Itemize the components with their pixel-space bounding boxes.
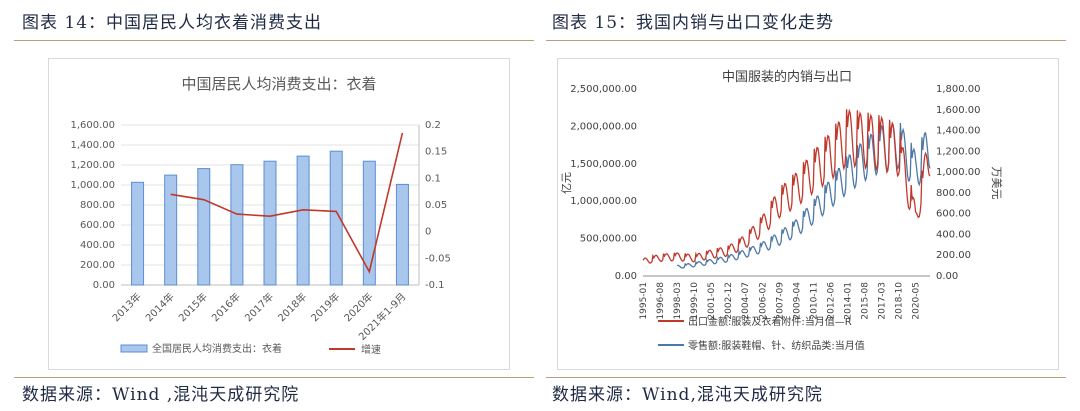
y-right-tick-label: 0.00 xyxy=(936,271,958,282)
x-tick-label: 2004-07 xyxy=(741,282,751,320)
x-tick-label: 2018-10 xyxy=(895,282,905,320)
y-right-tick-label: 0.05 xyxy=(425,200,447,211)
legend-bar-swatch xyxy=(120,344,148,353)
y-right-tick-label: 600.00 xyxy=(936,209,971,220)
y-left-tick-label: 500,000.00 xyxy=(580,234,637,245)
right-caption: 图表 15：我国内销与出口变化走势 xyxy=(552,13,835,33)
x-tick-label: 2013年 xyxy=(109,290,143,324)
y-right-tick-label: 0.15 xyxy=(425,147,447,158)
x-tick-label: 2015年 xyxy=(176,290,210,324)
x-tick-label: 2014年 xyxy=(143,290,177,324)
y-left-tick-label: 1,000.00 xyxy=(70,180,115,191)
y-right-tick-label: 1,600.00 xyxy=(936,105,981,116)
bar xyxy=(362,160,376,286)
bar xyxy=(296,155,310,286)
y-left-tick-label: 0.00 xyxy=(615,271,637,282)
y-left-label: 亿元 xyxy=(560,172,573,194)
right-source: 数据来源：Wind,混沌天成研究院 xyxy=(552,385,823,405)
bar xyxy=(263,160,277,286)
growth-line xyxy=(170,132,404,274)
bar xyxy=(131,181,145,286)
bar xyxy=(197,168,211,286)
left-caption: 图表 14：中国居民人均衣着消费支出 xyxy=(22,13,323,33)
x-tick-label: 2014-01 xyxy=(843,282,853,320)
y-left-tick-label: 800.00 xyxy=(80,200,115,211)
y-right-tick-label: 400.00 xyxy=(936,229,971,240)
y-left-tick-label: 2,000,000.00 xyxy=(570,121,637,132)
x-tick-label: 1998-03 xyxy=(673,282,683,320)
retail-sales-line xyxy=(677,121,931,269)
x-tick-label: 2001-05 xyxy=(707,282,717,320)
y-left-tick-label: 600.00 xyxy=(80,220,115,231)
right-top-rule xyxy=(546,40,1066,41)
left-chart: 中国居民人均消费支出：衣着 0.00 200.00 400.00 600.00 800.0… xyxy=(70,75,451,356)
right-chart: 中国服装的内销与出口 0.00 500,000.00 1,000,000.00 1,50… xyxy=(560,69,1003,352)
bar xyxy=(329,150,343,286)
legend-export-label: 出口金额:服装及衣着附件:当月值—R xyxy=(688,315,852,328)
y-right-tick-label: 200.00 xyxy=(936,250,971,261)
y-right-label: 万美元 xyxy=(990,167,1003,200)
bar xyxy=(395,183,409,286)
y-left-tick-label: 1,200.00 xyxy=(70,160,115,171)
left-top-rule xyxy=(14,40,534,41)
x-tick-label: 2006-02 xyxy=(758,282,768,320)
x-tick-label: 1999-10 xyxy=(690,282,700,320)
right-chart-panel: 中国服装的内销与出口 0.00 500,000.00 1,000,000.00 1,50… xyxy=(557,58,1059,370)
x-tick-label: 2017-03 xyxy=(878,282,888,320)
x-tick-label: 2012-06 xyxy=(826,282,836,320)
x-tick-label: 2009-04 xyxy=(792,282,802,320)
legend-retail-label: 零售额:服装鞋帽、针、纺织品类:当月值 xyxy=(688,339,865,352)
y-right-tick-label: 1,200.00 xyxy=(936,146,981,157)
x-tick-label: 1995-01 xyxy=(639,282,649,320)
chart-title: 中国居民人均消费支出：衣着 xyxy=(181,75,376,93)
x-tick-label: 2020年 xyxy=(341,290,375,324)
y-right-tick-label: 0.2 xyxy=(425,120,441,131)
x-tick-label: 2017年 xyxy=(242,290,276,324)
x-tick-label: 2010-11 xyxy=(809,282,819,320)
x-tick-label: 2020-05 xyxy=(912,282,922,320)
x-tick-label: 2015-08 xyxy=(861,282,871,320)
legend-bar-label: 全国居民人均消费支出：衣着 xyxy=(152,342,282,355)
y-right-tick-label: -0.05 xyxy=(425,253,451,264)
bar xyxy=(230,164,244,286)
y-right-tick-label: 1,400.00 xyxy=(936,126,981,137)
y-right-tick-label: 1,000.00 xyxy=(936,167,981,178)
y-right-tick-label: 0.1 xyxy=(425,173,441,184)
x-tick-label: 2019年 xyxy=(308,290,342,324)
y-right-tick-label: 0 xyxy=(425,227,431,238)
x-tick-label: 2007-09 xyxy=(775,282,785,320)
y-left-tick-label: 400.00 xyxy=(80,240,115,251)
x-tick-label: 1996-08 xyxy=(656,282,666,320)
chart-title: 中国服装的内销与出口 xyxy=(722,69,852,85)
x-tick-label: 2002-12 xyxy=(724,282,734,320)
y-right-tick-label: -0.1 xyxy=(425,280,445,291)
y-left-tick-label: 2,500,000.00 xyxy=(570,84,637,95)
y-left-tick-label: 1,000,000.00 xyxy=(570,196,637,207)
legend-line-label: 增速 xyxy=(361,343,381,356)
export-line xyxy=(642,108,931,264)
y-left-tick-label: 1,400.00 xyxy=(70,140,115,151)
right-bottom-rule xyxy=(546,377,1066,378)
y-left-tick-label: 0.00 xyxy=(93,280,115,291)
y-right-tick-label: 800.00 xyxy=(936,188,971,199)
y-left-tick-label: 1,600.00 xyxy=(70,120,115,131)
left-bottom-rule xyxy=(14,377,534,378)
x-tick-label: 2018年 xyxy=(275,290,309,324)
left-source: 数据来源：Wind ,混沌天成研究院 xyxy=(22,385,300,405)
left-chart-panel: 中国居民人均消费支出：衣着 0.00 200.00 400.00 600.00 800.0… xyxy=(48,58,510,370)
y-left-tick-label: 1,500,000.00 xyxy=(570,159,637,170)
bar xyxy=(164,174,178,286)
y-right-tick-label: 1,800.00 xyxy=(936,84,981,95)
x-tick-label: 2016年 xyxy=(209,290,243,324)
y-left-tick-label: 200.00 xyxy=(80,260,115,271)
